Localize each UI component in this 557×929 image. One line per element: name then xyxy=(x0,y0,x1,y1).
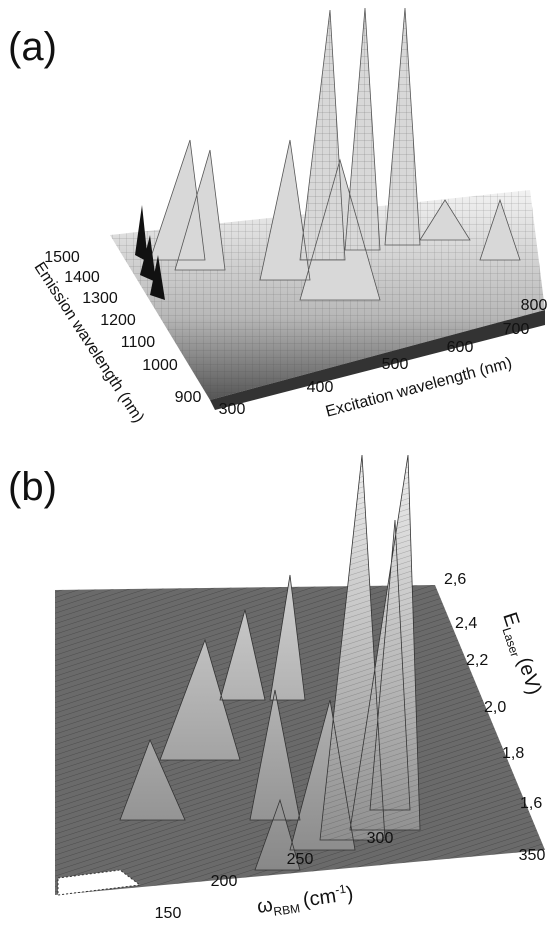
y-tick-label: 1100 xyxy=(121,334,156,351)
symbol: E xyxy=(498,610,523,629)
unit: (cm xyxy=(301,885,337,911)
y-tick-label: 1500 xyxy=(44,249,80,266)
unit-close: ) xyxy=(345,883,355,906)
y-tick-label: 2,6 xyxy=(444,571,466,588)
panel-a: (a) 300 400 500 600 700 800 Excitation w… xyxy=(8,7,548,426)
panel-b: (b) 150 200 250 300 350 ωRBM(cm-1) 2,6 2… xyxy=(8,454,546,922)
x-tick-label: 300 xyxy=(219,401,246,418)
subscript: Laser xyxy=(500,626,523,659)
y-tick-label: 1400 xyxy=(64,269,100,286)
y-tick-label: 1,8 xyxy=(502,745,524,762)
y-tick-label: 2,4 xyxy=(455,615,477,632)
x-tick-label: 800 xyxy=(521,297,548,314)
y-tick-label: 1000 xyxy=(142,357,178,374)
y-tick-label: 2,2 xyxy=(466,652,488,669)
y-tick-label: 1200 xyxy=(100,312,136,329)
surface xyxy=(55,454,545,896)
x-tick-label: 350 xyxy=(519,847,546,864)
x-tick-label: 200 xyxy=(211,873,238,890)
y-tick-label: 2,0 xyxy=(484,699,506,716)
x-tick-label: 700 xyxy=(503,321,530,338)
x-tick-label: 300 xyxy=(367,830,394,847)
y-tick-label: 900 xyxy=(175,389,202,406)
x-tick-label: 600 xyxy=(447,339,474,356)
unit: (eV) xyxy=(513,655,546,698)
superscript: -1 xyxy=(334,882,347,897)
subscript: RBM xyxy=(273,901,301,919)
x-axis-title: ωRBM(cm-1) xyxy=(255,881,355,921)
x-tick-label: 400 xyxy=(307,379,334,396)
y-axis-title: ELaser(eV) xyxy=(495,610,545,699)
y-tick-label: 1,6 xyxy=(520,795,542,812)
x-tick-label: 250 xyxy=(287,851,314,868)
x-axis: 150 200 250 300 350 ωRBM(cm-1) xyxy=(155,830,546,922)
symbol: ω xyxy=(256,894,275,918)
surface xyxy=(110,7,545,410)
x-tick-label: 500 xyxy=(382,356,409,373)
x-tick-label: 150 xyxy=(155,905,182,922)
panel-label: (b) xyxy=(8,465,57,509)
panel-label: (a) xyxy=(8,25,57,69)
y-tick-label: 1300 xyxy=(82,290,118,307)
